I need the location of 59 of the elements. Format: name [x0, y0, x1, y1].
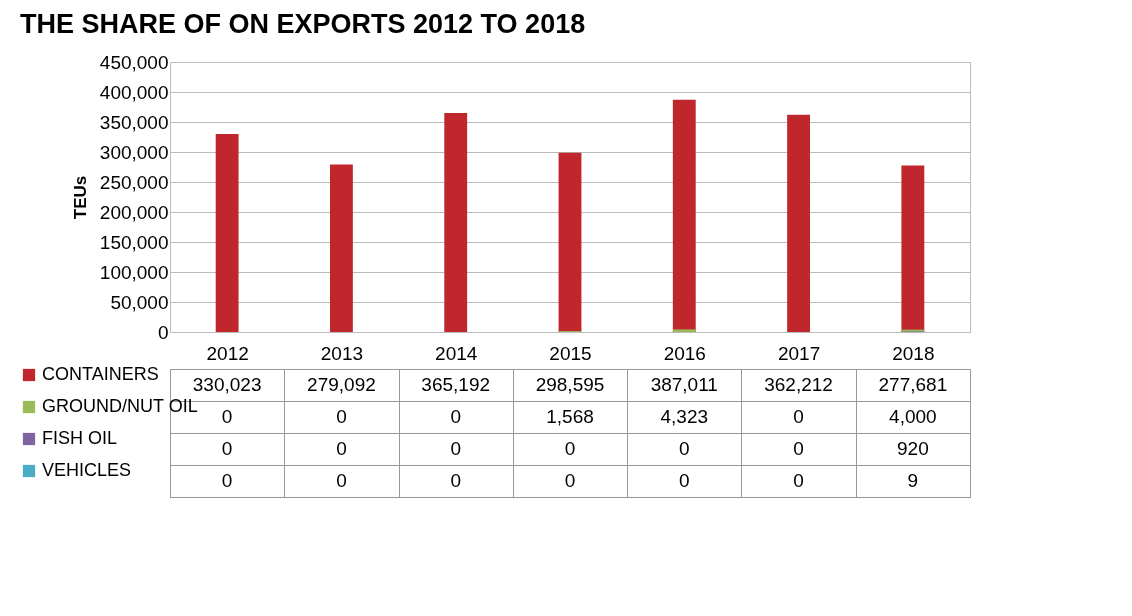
data-label: 0 — [221, 406, 233, 427]
bar — [330, 164, 353, 332]
data-label: 0 — [336, 406, 347, 427]
data-label: 0 — [221, 438, 233, 459]
bar — [672, 99, 696, 332]
data-label: 0 — [564, 438, 576, 459]
data-label: 0 — [679, 470, 690, 491]
x-tick-label: 2018 — [892, 342, 935, 364]
chart-title: THE SHARE OF ON EXPORTS 2012 TO 2018 — [20, 8, 586, 39]
data-label: 4,323 — [660, 406, 709, 427]
data-label: 279,092 — [307, 374, 376, 395]
y-axis-title: TEUs — [70, 175, 90, 220]
y-tick-label: 50,000 — [110, 291, 169, 313]
x-tick-label: 2013 — [320, 342, 364, 364]
data-label: 362,212 — [764, 374, 833, 395]
legend-label: VEHICLES — [42, 460, 132, 480]
data-label: 0 — [679, 438, 690, 459]
data-label: 0 — [793, 406, 804, 427]
data-label: 0 — [336, 438, 347, 459]
data-label: 0 — [450, 406, 461, 427]
data-label: 0 — [793, 470, 804, 491]
data-label: 277,681 — [878, 374, 948, 395]
bar — [558, 152, 582, 332]
bar — [787, 114, 810, 332]
y-tick-label: 100,000 — [99, 261, 169, 283]
bar — [215, 133, 239, 332]
data-label: 4,000 — [889, 406, 937, 427]
legend-label: GROUND/NUT OIL — [42, 396, 198, 416]
x-tick-label: 2012 — [206, 342, 249, 364]
data-label: 0 — [793, 438, 804, 459]
bar — [672, 329, 696, 332]
data-label: 365,192 — [421, 374, 491, 395]
data-label: 330,023 — [192, 374, 262, 395]
y-tick-label: 150,000 — [99, 231, 169, 253]
bar — [901, 165, 925, 332]
legend-label: FISH OIL — [42, 428, 118, 448]
data-label: 298,595 — [535, 374, 605, 395]
data-label: 0 — [450, 470, 461, 491]
x-tick-label: 2015 — [549, 342, 592, 364]
y-tick-label: 300,000 — [99, 141, 169, 163]
data-label: 387,011 — [650, 374, 718, 395]
y-tick-label: 0 — [157, 321, 169, 343]
data-label: 920 — [897, 438, 929, 459]
data-label: 0 — [336, 470, 347, 491]
x-tick-label: 2016 — [663, 342, 706, 364]
bar — [444, 112, 468, 332]
y-tick-label: 250,000 — [99, 171, 169, 193]
data-label: 0 — [450, 438, 461, 459]
y-tick-label: 400,000 — [99, 81, 169, 103]
data-label: 9 — [907, 470, 919, 491]
y-tick-label: 200,000 — [99, 201, 169, 223]
x-tick-label: 2017 — [777, 342, 821, 364]
data-label: 0 — [564, 470, 576, 491]
data-label: 1,568 — [546, 406, 594, 427]
legend-label: CONTAINERS — [42, 364, 159, 384]
y-tick-label: 350,000 — [99, 111, 169, 133]
y-tick-label: 450,000 — [99, 51, 169, 73]
data-label: 0 — [221, 470, 233, 491]
x-tick-label: 2014 — [435, 342, 478, 364]
